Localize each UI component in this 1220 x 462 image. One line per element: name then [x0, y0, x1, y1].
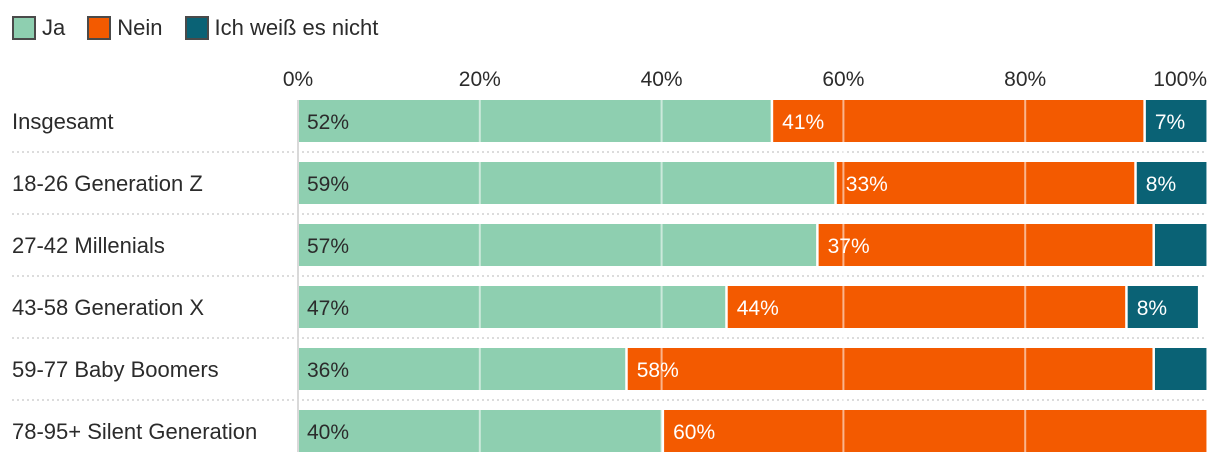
x-tick-label: 20%: [459, 68, 501, 91]
legend-item-nein: Nein: [87, 14, 163, 42]
legend: Ja Nein Ich weiß es nicht: [12, 14, 400, 42]
bar-segment: [664, 410, 1207, 452]
bar-segment: [773, 100, 1144, 142]
data-label: 36%: [307, 359, 349, 382]
x-tick-label: 100%: [1153, 68, 1207, 91]
data-label: 44%: [737, 297, 779, 320]
data-label: 47%: [307, 297, 349, 320]
bar-segment: [298, 348, 626, 390]
bar-segment: [298, 162, 835, 204]
data-label: 52%: [307, 111, 349, 134]
data-label: 40%: [307, 421, 349, 444]
legend-label-ja: Ja: [42, 15, 66, 40]
category-label: 27-42 Millenials: [12, 233, 165, 258]
legend-swatch-nein: [87, 16, 112, 40]
data-label: 7%: [1155, 111, 1185, 134]
category-label: Insgesamt: [12, 109, 114, 134]
legend-swatch-weiss-nicht: [184, 16, 209, 40]
legend-label-weiss-nicht: Ich weiß es nicht: [214, 15, 379, 40]
legend-label-nein: Nein: [117, 15, 163, 40]
bar-segment: [298, 224, 817, 266]
bar-segment: [1145, 100, 1207, 142]
data-label: 60%: [673, 421, 715, 444]
data-label: 33%: [846, 173, 888, 196]
bar-segment: [1154, 224, 1207, 266]
bar-segment: [836, 162, 1135, 204]
bar-segment: [298, 286, 726, 328]
bar-segment: [727, 286, 1126, 328]
data-label: 8%: [1146, 173, 1176, 196]
data-label: 58%: [637, 359, 679, 382]
data-label: 59%: [307, 173, 349, 196]
legend-item-weiss-nicht: Ich weiß es nicht: [184, 14, 379, 42]
category-label: 59-77 Baby Boomers: [12, 357, 219, 382]
bar-segment: [1136, 162, 1207, 204]
x-tick-label: 80%: [1004, 68, 1046, 91]
data-label: 57%: [307, 235, 349, 258]
data-label: 37%: [828, 235, 870, 258]
data-label: 41%: [782, 111, 824, 134]
legend-item-ja: Ja: [12, 14, 65, 42]
bar-segment: [818, 224, 1153, 266]
category-label: 18-26 Generation Z: [12, 171, 203, 196]
x-tick-label: 40%: [641, 68, 683, 91]
category-label: 43-58 Generation X: [12, 295, 204, 320]
bar-segment: [1127, 286, 1198, 328]
category-label: 78-95+ Silent Generation: [12, 419, 257, 444]
data-label: 8%: [1137, 297, 1167, 320]
legend-swatch-ja: [12, 16, 36, 40]
x-tick-label: 0%: [283, 68, 313, 91]
bar-segment: [298, 100, 771, 142]
bar-segment: [627, 348, 1153, 390]
x-tick-label: 60%: [822, 68, 864, 91]
bar-segment: [1154, 348, 1207, 390]
